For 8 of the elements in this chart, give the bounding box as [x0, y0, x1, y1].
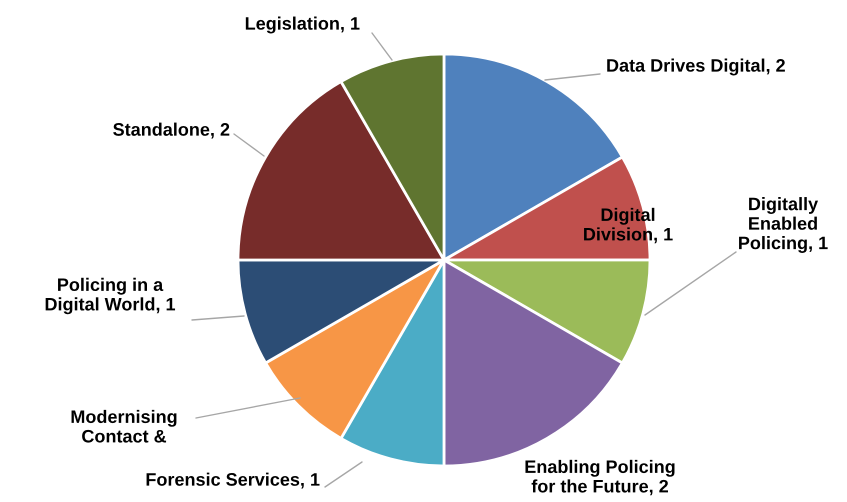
slice-label: Forensic Services, 1 — [146, 472, 320, 488]
slice-label: Data Drives Digital, 2 — [607, 58, 785, 76]
slice-label: Policing in a Digital World, 1 — [46, 278, 176, 314]
slice-label: Modernising Contact & — [72, 410, 176, 443]
slice-label: Standalone, 2 — [113, 122, 230, 138]
slice-label: Enabling Policing for the Future, 2 — [525, 460, 675, 496]
slice-label: Digitally Enabled Policing, 1 — [739, 197, 828, 253]
slice-label: Legislation, 1 — [246, 16, 360, 34]
